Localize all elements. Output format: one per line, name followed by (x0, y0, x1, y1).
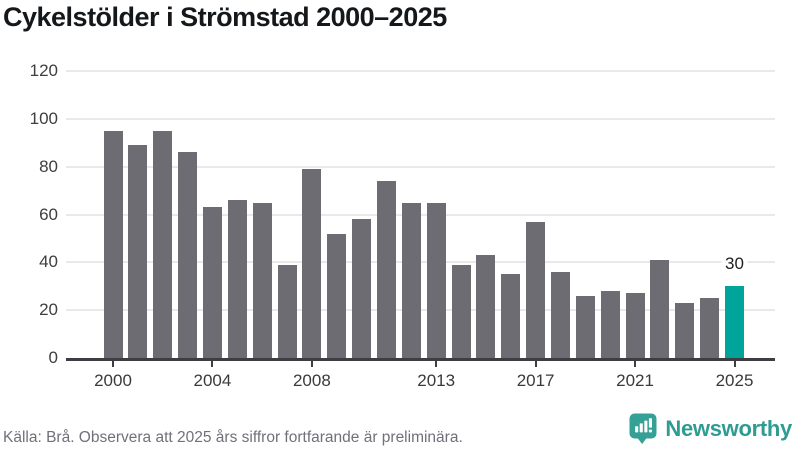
chart-title: Cykelstölder i Strömstad 2000–2025 (3, 2, 447, 32)
bar-2013 (426, 202, 446, 358)
bar-2001 (128, 145, 148, 358)
newsworthy-logo: Newsworthy (629, 413, 792, 444)
bar-2012 (401, 202, 421, 358)
bar-2016 (501, 274, 521, 358)
gridline-120 (66, 70, 775, 72)
y-tick-label-100: 100 (29, 108, 58, 128)
bar-2003 (178, 152, 198, 358)
bar-value-label-2025: 30 (721, 255, 748, 273)
plot-area: 2000 2004 2008 2013 2017 2021 2025 30 (66, 70, 775, 390)
y-tick-label-120: 120 (29, 61, 58, 80)
bar-2022 (650, 259, 670, 358)
bar-2008 (302, 169, 322, 358)
bar-2025 (725, 286, 744, 358)
x-tick-label-2013: 2013 (417, 371, 456, 390)
x-tick-mark-2017 (534, 361, 537, 367)
y-tick-label-0: 0 (48, 348, 58, 367)
bar-2009 (327, 233, 347, 358)
newsworthy-wordmark: Newsworthy (665, 415, 792, 441)
bar-2005 (227, 200, 247, 358)
bar-2006 (252, 202, 272, 358)
bar-2015 (476, 255, 496, 358)
x-tick-mark-2000 (112, 361, 114, 367)
bar-2000 (103, 130, 123, 358)
bar-2011 (376, 181, 396, 358)
x-tick-label-2025: 2025 (715, 371, 754, 390)
x-tick-label-2008: 2008 (292, 371, 331, 390)
x-tick-label-2017: 2017 (516, 371, 555, 390)
bar-2002 (153, 130, 173, 358)
bar-2018 (550, 271, 570, 358)
x-tick-mark-2013 (435, 361, 438, 367)
bar-2004 (202, 207, 222, 358)
bar-2010 (352, 219, 372, 358)
x-tick-label-2000: 2000 (94, 371, 132, 390)
y-tick-label-20: 20 (39, 300, 58, 320)
x-tick-label-2021: 2021 (616, 371, 654, 390)
bar-2024 (700, 298, 720, 358)
bar-2007 (277, 264, 297, 358)
newsworthy-speech-bubble-chart-icon (629, 413, 657, 444)
y-axis-labels: 0 20 40 60 80 100 120 (0, 61, 58, 367)
x-tick-mark-2004 (211, 361, 214, 367)
x-axis-line (66, 358, 775, 361)
x-tick-label-2004: 2004 (193, 371, 232, 390)
bar-2020 (600, 291, 620, 358)
bar-2019 (575, 295, 595, 358)
gridline-100 (66, 117, 775, 120)
bar-2021 (625, 293, 645, 358)
y-tick-label-60: 60 (39, 204, 58, 224)
bar-2023 (675, 303, 695, 358)
bar-2017 (526, 221, 546, 358)
y-tick-label-80: 80 (39, 156, 58, 176)
source-note: Källa: Brå. Observera att 2025 års siffr… (3, 429, 463, 446)
y-tick-label-40: 40 (39, 252, 58, 272)
x-tick-mark-2021 (634, 361, 637, 367)
x-tick-mark-2008 (310, 361, 313, 367)
x-tick-mark-2025 (733, 361, 736, 367)
bar-2014 (451, 264, 471, 358)
gridline-80 (66, 165, 775, 168)
